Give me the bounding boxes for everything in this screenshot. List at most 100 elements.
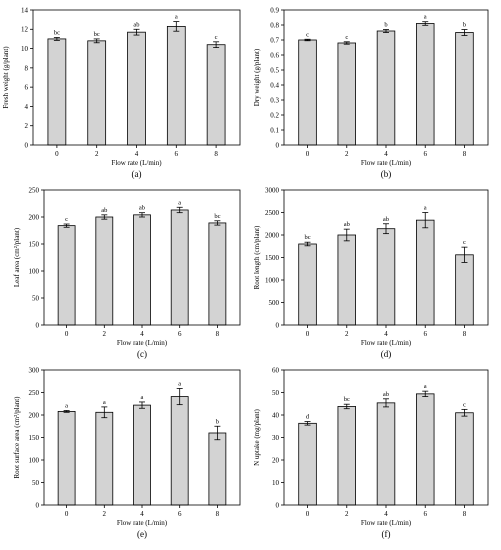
x-axis-label: Flow rate (L/min) — [117, 519, 168, 527]
significance-label: bc — [304, 234, 310, 241]
chart-panel-2: c c b a b 0 0.1 0.2 0.3 0.4 0.5 0.6 0.7 0.8 0.9 0 2 4 6 8 Fl… — [253, 6, 489, 179]
significance-label: b — [384, 22, 387, 29]
y-tick-label: 100 — [29, 456, 40, 464]
x-tick-label: 6 — [175, 150, 179, 158]
significance-label: a — [178, 380, 181, 387]
y-tick-label: 20 — [272, 456, 280, 464]
y-tick-label: 0 — [276, 141, 280, 149]
y-axis-label: Root length (cm/plant) — [253, 225, 261, 289]
y-tick-label: 0.1 — [270, 126, 279, 134]
x-tick-label: 8 — [463, 150, 467, 158]
bar — [416, 393, 435, 506]
x-tick-label: 6 — [178, 330, 182, 338]
significance-label: a — [178, 199, 181, 206]
x-axis-label: Flow rate (L/min) — [111, 159, 162, 167]
x-tick-label: 6 — [178, 510, 182, 518]
y-tick-label: 4 — [25, 103, 29, 111]
bar — [416, 219, 435, 326]
y-tick-label: 500 — [269, 299, 280, 307]
y-tick-label: 200 — [29, 213, 40, 221]
panel-label: (d) — [381, 349, 392, 359]
y-tick-label: 0.9 — [270, 6, 279, 14]
significance-label: a — [141, 394, 144, 401]
bar — [337, 42, 356, 146]
bar — [95, 411, 114, 506]
significance-label: ab — [383, 391, 389, 398]
chart-panel-5: a a a a b 0 50 100 150 200 250 300 0 2 4 6 8 Flow rate (L… — [13, 366, 241, 539]
y-tick-label: 0 — [25, 141, 29, 149]
significance-label: b — [216, 418, 219, 425]
y-tick-label: 0.8 — [270, 21, 279, 29]
x-tick-label: 2 — [345, 150, 349, 158]
x-tick-label: 4 — [140, 510, 144, 518]
bar — [337, 234, 356, 326]
y-tick-label: 1500 — [265, 254, 280, 262]
significance-label: c — [306, 31, 309, 38]
y-tick-label: 150 — [29, 240, 40, 248]
significance-label: c — [463, 239, 466, 246]
bar — [455, 412, 474, 506]
y-tick-label: 6 — [25, 84, 29, 92]
significance-label: ab — [344, 221, 350, 228]
chart-panel-6: d bc ab a c 0 10 20 30 40 50 60 0 2 4 6 8 Flow rate (L/mi… — [253, 366, 489, 539]
bar — [87, 40, 107, 146]
y-tick-label: 0 — [36, 321, 40, 329]
significance-label: ab — [101, 207, 107, 214]
x-tick-label: 0 — [65, 510, 69, 518]
y-axis-label: Fresh weight (g/plant) — [2, 46, 10, 109]
bar — [166, 25, 186, 146]
y-tick-label: 0.4 — [270, 81, 279, 89]
bar — [298, 422, 317, 506]
significance-label: ab — [383, 216, 389, 223]
panel-label: (c) — [137, 349, 147, 359]
y-axis-label: N uptake (mg/plant) — [253, 408, 261, 465]
y-tick-label: 200 — [29, 411, 40, 419]
x-tick-label: 4 — [140, 330, 144, 338]
x-tick-label: 8 — [216, 510, 220, 518]
bar — [170, 396, 189, 506]
y-tick-label: 50 — [32, 294, 40, 302]
bar — [57, 410, 76, 506]
bar — [376, 30, 396, 146]
y-tick-label: 250 — [29, 186, 40, 194]
y-tick-label: 12 — [21, 26, 29, 34]
y-tick-label: 300 — [29, 366, 40, 374]
significance-label: d — [306, 414, 310, 421]
bar — [337, 406, 356, 506]
y-tick-label: 1000 — [265, 276, 280, 284]
bar — [127, 31, 146, 146]
y-tick-label: 0.5 — [270, 66, 279, 74]
y-tick-label: 3000 — [265, 186, 280, 194]
x-tick-label: 8 — [463, 330, 467, 338]
x-tick-label: 8 — [463, 510, 467, 518]
bar — [208, 222, 227, 326]
y-tick-label: 14 — [21, 6, 29, 14]
x-tick-label: 6 — [423, 150, 427, 158]
bar — [206, 44, 226, 146]
x-tick-label: 2 — [345, 510, 349, 518]
significance-label: a — [103, 399, 106, 406]
y-tick-label: 0 — [276, 501, 280, 509]
x-axis-label: Flow rate (L/min) — [117, 339, 168, 347]
panel-label: (f) — [382, 529, 391, 539]
y-tick-label: 0.2 — [270, 111, 279, 119]
y-tick-label: 8 — [25, 64, 29, 72]
x-tick-label: 2 — [345, 330, 349, 338]
x-tick-label: 2 — [95, 150, 99, 158]
y-tick-label: 0.6 — [270, 51, 279, 59]
bar — [298, 243, 317, 326]
y-tick-label: 50 — [272, 389, 280, 397]
x-tick-label: 4 — [384, 510, 388, 518]
y-tick-label: 250 — [29, 389, 40, 397]
x-tick-label: 0 — [306, 150, 310, 158]
panel-label: (b) — [381, 169, 392, 179]
bar — [133, 404, 151, 506]
x-tick-label: 2 — [103, 330, 107, 338]
bar — [47, 38, 67, 146]
bar — [298, 39, 317, 146]
x-tick-label: 0 — [306, 330, 310, 338]
x-tick-label: 2 — [103, 510, 107, 518]
x-tick-label: 8 — [216, 330, 220, 338]
y-tick-label: 0 — [276, 321, 280, 329]
